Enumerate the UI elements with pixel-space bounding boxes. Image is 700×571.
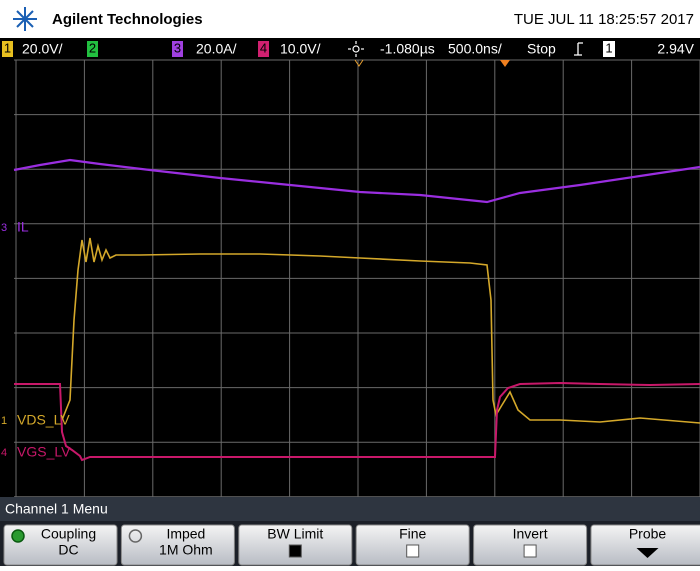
ch2-badge[interactable]: 2 xyxy=(89,40,96,55)
softkey-value: 1M Ohm xyxy=(159,542,213,558)
knob-icon xyxy=(11,529,25,543)
ch3-badge[interactable]: 3 xyxy=(174,40,181,55)
brand: Agilent Technologies xyxy=(52,11,203,28)
arrow-icon xyxy=(636,548,659,558)
trace-label: IL xyxy=(17,219,29,235)
logo xyxy=(13,7,37,31)
trigger-marker xyxy=(500,60,510,67)
menu-title: Channel 1 Menu xyxy=(5,501,108,517)
trace-label: VDS_LV xyxy=(17,412,70,428)
softkey-value: DC xyxy=(58,542,78,558)
softkey[interactable] xyxy=(120,524,235,566)
run-state: Stop xyxy=(527,41,556,57)
delay: -1.080µs xyxy=(380,41,435,57)
softkey-label: Imped xyxy=(166,526,205,542)
softkey-label: Coupling xyxy=(41,526,96,542)
datetime: TUE JUL 11 18:25:57 2017 xyxy=(514,11,694,28)
ch1-scale: 20.0V/ xyxy=(22,41,63,57)
trigger-source: 1 xyxy=(605,40,612,55)
delay-icon xyxy=(348,41,364,57)
softkey-label: Fine xyxy=(399,526,426,542)
ch3-scale: 20.0A/ xyxy=(196,41,237,57)
timebase: 500.0ns/ xyxy=(448,41,502,57)
ch4-badge[interactable]: 4 xyxy=(260,40,267,55)
ch4-scale: 10.0V/ xyxy=(280,41,321,57)
checkbox xyxy=(288,544,302,558)
trace-label: VGS_LV xyxy=(17,444,71,460)
trace-vds xyxy=(61,237,700,424)
trace-vgs xyxy=(14,381,700,462)
softkey-label: Invert xyxy=(513,526,548,542)
trace-il xyxy=(13,158,700,204)
softkey[interactable] xyxy=(3,524,118,566)
checkbox xyxy=(523,544,537,558)
knob-icon xyxy=(128,529,143,543)
delay-marker xyxy=(354,59,364,67)
checkbox xyxy=(406,544,420,558)
trigger-level: 2.94V xyxy=(657,41,694,57)
ch1-badge[interactable]: 1 xyxy=(4,40,11,55)
ch-marker: 1 xyxy=(1,415,7,427)
menu-bar xyxy=(0,497,700,521)
softkey[interactable] xyxy=(590,524,700,566)
softkey-label: Probe xyxy=(629,526,667,542)
grid xyxy=(14,59,700,498)
softkey-label: BW Limit xyxy=(267,526,323,542)
header xyxy=(0,0,700,38)
ch-marker: 4 xyxy=(1,447,7,459)
ch-marker: 3 xyxy=(1,222,7,234)
trigger-icon xyxy=(574,42,583,56)
